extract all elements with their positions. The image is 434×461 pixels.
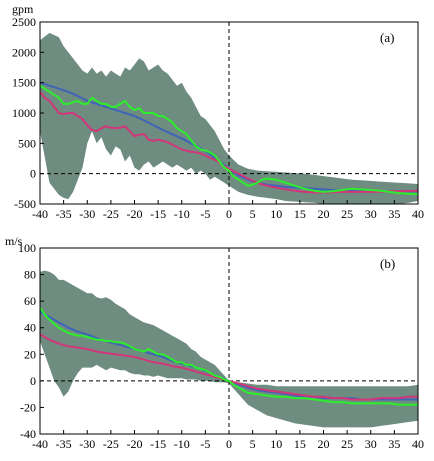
panel-b-label: (b) bbox=[380, 256, 395, 271]
panel-a-ytick-label: 0 bbox=[30, 167, 36, 181]
panel-a-xtick-label: 40 bbox=[412, 207, 424, 221]
panel-a-xtick-label: 5 bbox=[250, 207, 256, 221]
panel-a-spread-band bbox=[40, 32, 418, 204]
panel-a-xtick-label: -40 bbox=[32, 207, 48, 221]
panel-b-xtick-label: 25 bbox=[341, 437, 353, 451]
panel-b-xtick-label: -35 bbox=[56, 437, 72, 451]
panel-a-green-line bbox=[40, 84, 418, 196]
panel-a-ytick-label: 1500 bbox=[12, 76, 36, 90]
panel-b-green-line bbox=[40, 307, 418, 406]
panel-a-xtick-label: -10 bbox=[174, 207, 190, 221]
panel-a-xtick-label: -25 bbox=[103, 207, 119, 221]
panel-a-xtick-label: 25 bbox=[341, 207, 353, 221]
panel-b-spread-band bbox=[40, 270, 418, 428]
panel-a-ytick-label: 500 bbox=[18, 136, 36, 150]
panel-b-xtick-label: -30 bbox=[79, 437, 95, 451]
panel-b-xtick-label: -25 bbox=[103, 437, 119, 451]
panel-b-xtick-label: -20 bbox=[127, 437, 143, 451]
panel-a-xtick-label: 10 bbox=[270, 207, 282, 221]
panel-b-ytick-label: -40 bbox=[20, 427, 36, 441]
panel-b-xtick-label: 20 bbox=[318, 437, 330, 451]
panel-b-ytick-label: 60 bbox=[24, 294, 36, 308]
panel-b-ytick-label: 100 bbox=[18, 241, 36, 255]
panel-b-xtick-label: 10 bbox=[270, 437, 282, 451]
panel-b-unit: m/s bbox=[5, 234, 23, 248]
panel-a-ytick-label: 1000 bbox=[12, 106, 36, 120]
panel-b-xtick-label: 35 bbox=[388, 437, 400, 451]
panel-a-label: (a) bbox=[380, 30, 394, 45]
panel-b-xtick-label: -15 bbox=[150, 437, 166, 451]
panel-a-xtick-label: 20 bbox=[318, 207, 330, 221]
panel-a-xtick-label: 35 bbox=[388, 207, 400, 221]
panel-b-ytick-label: -20 bbox=[20, 400, 36, 414]
panel-b-ytick-label: 40 bbox=[24, 321, 36, 335]
panel-a-ytick-label: -500 bbox=[14, 197, 36, 211]
panel-a-unit: gpm bbox=[12, 2, 34, 16]
panel-b-ytick-label: 0 bbox=[30, 374, 36, 388]
panel-a: -40 -35 -30 -25 -20 -15 -10 -5 0 5 10 15 20 25 30 35 40 -… bbox=[12, 2, 424, 221]
panel-a-xtick-label: -30 bbox=[79, 207, 95, 221]
panel-a-xtick-label: -35 bbox=[56, 207, 72, 221]
panel-a-ytick-label: 2500 bbox=[12, 15, 36, 29]
panel-b-xtick-label: -40 bbox=[32, 437, 48, 451]
panel-a-xtick-label: 30 bbox=[365, 207, 377, 221]
panel-a-ytick-label: 2000 bbox=[12, 45, 36, 59]
panel-b-xtick-label: 15 bbox=[294, 437, 306, 451]
panel-b-xtick-label: 40 bbox=[412, 437, 424, 451]
panel-b-xtick-label: 0 bbox=[226, 437, 232, 451]
panel-a-xtick-label: 0 bbox=[226, 207, 232, 221]
panel-a-xtick-label: -15 bbox=[150, 207, 166, 221]
panel-b-xtick-label: -10 bbox=[174, 437, 190, 451]
panel-b-xtick-label: -5 bbox=[200, 437, 210, 451]
panel-b-ytick-label: 20 bbox=[24, 347, 36, 361]
panel-b-xtick-label: 5 bbox=[250, 437, 256, 451]
panel-a-xtick-label: 15 bbox=[294, 207, 306, 221]
panel-a-xtick-label: -20 bbox=[127, 207, 143, 221]
panel-b: -40 -35 -30 -25 -20 -15 -10 -5 0 5 10 15 20 25 30 35 40 -… bbox=[5, 234, 424, 451]
panel-a-xtick-label: -5 bbox=[200, 207, 210, 221]
panel-b-xtick-label: 30 bbox=[365, 437, 377, 451]
panel-b-ytick-label: 80 bbox=[24, 268, 36, 282]
